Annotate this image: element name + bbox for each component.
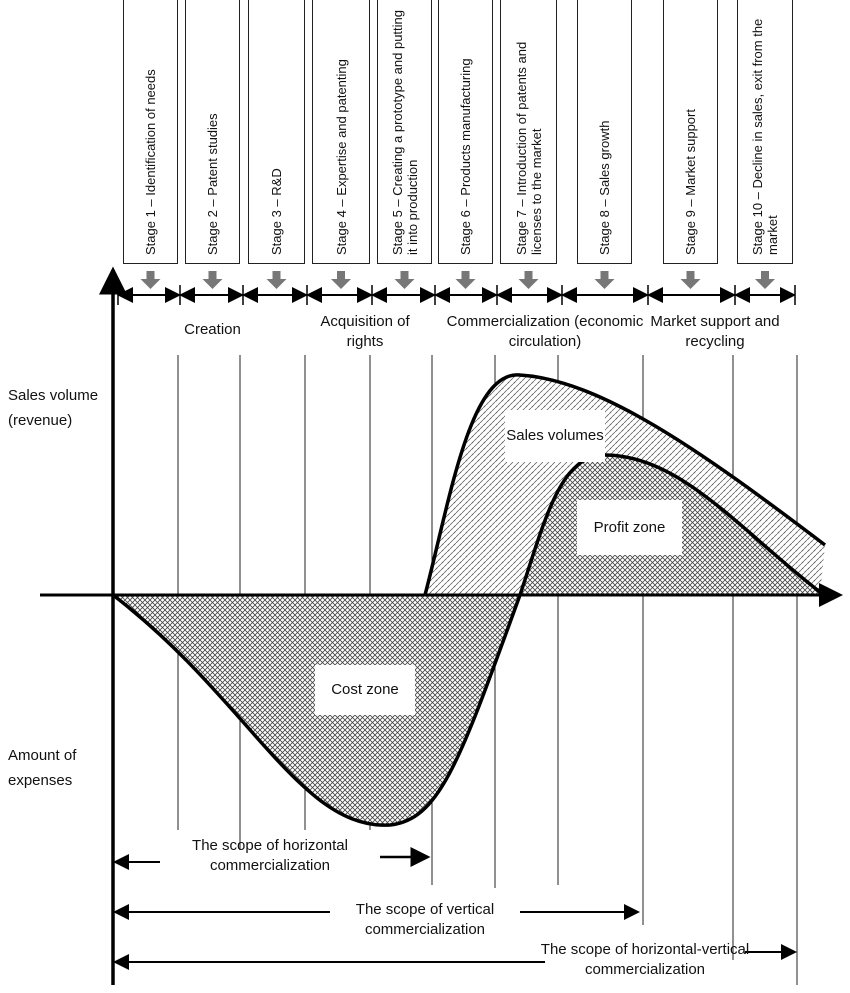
- stage-label: Stage 9 – Market support: [683, 109, 698, 255]
- stage-label: Stage 5 – Creating a prototype and putti…: [389, 9, 420, 255]
- stage-box: Stage 10 – Decline in sales, exit from t…: [737, 0, 793, 264]
- phase-label: Creation: [184, 321, 241, 338]
- phase-label: Commercialization (economic circulation): [446, 313, 644, 350]
- stage-label: Stage 2 – Patent studies: [205, 113, 220, 255]
- phase-label: Market support and recycling: [650, 313, 780, 350]
- stage-label: Stage 8 – Sales growth: [597, 120, 612, 255]
- down-arrow: [518, 271, 539, 289]
- stage-label: Stage 10 – Decline in sales, exit from t…: [750, 18, 780, 255]
- down-arrow: [394, 271, 415, 289]
- stage-box: Stage 4 – Expertise and patenting: [312, 0, 370, 264]
- down-arrow: [266, 271, 287, 289]
- stage-label: Stage 4 – Expertise and patenting: [333, 59, 349, 255]
- zone-label: Profit zone: [577, 500, 682, 555]
- stage-box: Stage 8 – Sales growth: [577, 0, 632, 264]
- stage-box: Stage 6 – Products manufacturing: [438, 0, 493, 264]
- scope-label: The scope of horizontal commercializatio…: [192, 837, 348, 874]
- stage-box: Stage 7 – Introduction of patents and li…: [500, 0, 557, 264]
- down-arrow: [331, 271, 351, 289]
- scope-label: The scope of vertical commercialization: [355, 901, 495, 938]
- stage-box: Stage 3 – R&D: [248, 0, 305, 264]
- down-arrow: [202, 271, 223, 289]
- axis-label: Amount of expenses: [8, 747, 77, 789]
- axis-label: Sales volume (revenue): [8, 387, 99, 429]
- stage-box: Stage 2 – Patent studies: [185, 0, 240, 264]
- stage-label: Stage 1 – Identification of needs: [143, 69, 158, 255]
- stage-label: Stage 6 – Products manufacturing: [458, 58, 473, 255]
- stage-label: Stage 7 – Introduction of patents and li…: [513, 41, 544, 255]
- down-arrow: [140, 271, 161, 289]
- zone-label: Cost zone: [315, 665, 415, 715]
- stage-box: Stage 9 – Market support: [663, 0, 718, 264]
- stage-box: Stage 1 – Identification of needs: [123, 0, 178, 264]
- stage-label: Stage 3 – R&D: [269, 168, 284, 255]
- zone-label: Sales volumes: [505, 410, 605, 462]
- down-arrow: [755, 271, 775, 289]
- down-arrow: [680, 271, 701, 289]
- down-arrow: [594, 271, 615, 289]
- down-arrow: [455, 271, 476, 289]
- stage-box: Stage 5 – Creating a prototype and putti…: [377, 0, 432, 264]
- scope-label: The scope of horizontal-vertical commerc…: [540, 941, 750, 978]
- phase-label: Acquisition of rights: [320, 313, 410, 350]
